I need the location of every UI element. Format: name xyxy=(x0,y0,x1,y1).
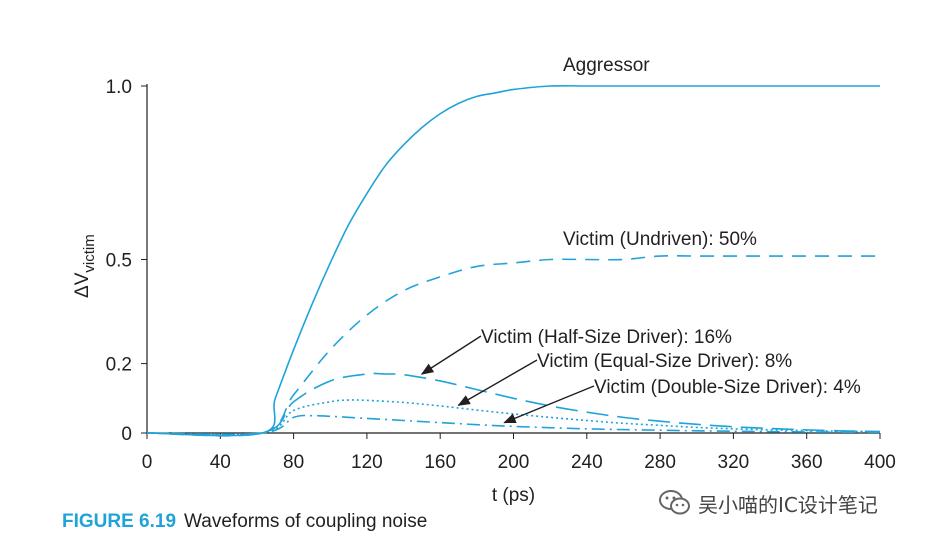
y-tick-label: 0 xyxy=(121,424,132,445)
chart-axes: 0 40 80 120 160 200 240 280 320 360 400 0 0.2 0.5 1.0 t… xyxy=(72,77,896,506)
x-tick-label: 200 xyxy=(498,452,530,473)
x-tick-label: 40 xyxy=(210,452,231,473)
annotation-arrow-4 xyxy=(503,385,595,424)
annotation-label-4: Victim (Double-Size Driver): 4% xyxy=(594,377,861,398)
chart-annotations: Aggressor Victim (Undriven): 50% Victim (H… xyxy=(420,55,861,424)
y-tick-label: 1.0 xyxy=(106,77,132,98)
y-tick-label: 0.5 xyxy=(106,251,132,272)
x-tick-label: 320 xyxy=(718,452,750,473)
x-tick-label: 120 xyxy=(351,452,383,473)
annotation-label-1: Victim (Undriven): 50% xyxy=(563,229,757,250)
series-line-4 xyxy=(146,414,881,435)
x-axis-title: t (ps) xyxy=(492,485,535,506)
annotation-label-0: Aggressor xyxy=(563,55,650,76)
y-axis-title: ΔVvictim xyxy=(72,234,98,298)
chart-series xyxy=(146,84,881,437)
figure-caption: FIGURE 6.19 Waveforms of coupling noise xyxy=(62,511,427,533)
x-tick-label: 280 xyxy=(644,452,676,473)
annotation-label-3: Victim (Equal-Size Driver): 8% xyxy=(537,351,792,372)
x-tick-label: 160 xyxy=(424,452,456,473)
annotation-arrow-3 xyxy=(457,359,538,406)
annotation-arrow-2 xyxy=(420,335,482,375)
series-line-0 xyxy=(146,84,880,437)
figure-label: FIGURE 6.19 xyxy=(62,511,177,532)
series-line-1 xyxy=(146,254,880,437)
x-tick-label: 360 xyxy=(791,452,823,473)
wechat-icon xyxy=(659,490,690,515)
y-axis-title-main: ΔV xyxy=(72,272,93,298)
figure-caption-text: Waveforms of coupling noise xyxy=(184,511,428,532)
watermark: 吴小喵的IC设计笔记 xyxy=(658,488,878,518)
y-axis-title-subscript: victim xyxy=(81,234,98,272)
x-tick-label: 400 xyxy=(864,452,896,473)
x-tick-label: 0 xyxy=(142,452,153,473)
watermark-text: 吴小喵的IC设计笔记 xyxy=(698,492,878,517)
y-tick-label: 0.2 xyxy=(106,355,132,376)
x-tick-label: 240 xyxy=(571,452,603,473)
series-line-2 xyxy=(146,372,881,437)
annotation-label-2: Victim (Half-Size Driver): 16% xyxy=(481,327,732,348)
x-tick-label: 80 xyxy=(283,452,304,473)
series-line-3 xyxy=(146,399,881,436)
